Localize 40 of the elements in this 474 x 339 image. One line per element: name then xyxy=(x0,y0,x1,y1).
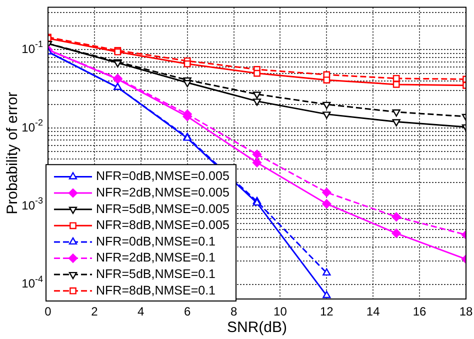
point xyxy=(254,70,260,77)
x-tick-label: 2 xyxy=(91,304,98,318)
legend-label: NFR=2dB,NMSE=0.005 xyxy=(96,186,230,200)
x-tick-label: 6 xyxy=(184,304,191,318)
point xyxy=(322,112,331,119)
x-tick-label: 12 xyxy=(320,304,334,318)
point xyxy=(252,92,262,99)
point xyxy=(392,81,400,88)
point xyxy=(322,199,332,208)
point xyxy=(252,98,262,106)
point xyxy=(392,212,401,222)
x-tick-label: 0 xyxy=(44,304,52,318)
point xyxy=(322,188,332,197)
x-tick-label: 8 xyxy=(230,304,238,318)
legend-label: NFR=8dB,NMSE=0.005 xyxy=(96,218,230,232)
point xyxy=(392,109,400,117)
x-tick-label: 18 xyxy=(459,304,473,318)
point xyxy=(392,74,400,82)
point xyxy=(322,102,331,110)
legend-label: NFR=5dB,NMSE=0.005 xyxy=(96,202,230,216)
legend-label: NFR=8dB,NMSE=0.1 xyxy=(96,283,216,298)
x-tick-label: 4 xyxy=(138,304,145,318)
point xyxy=(183,80,192,88)
y-axis-title: Probability of error xyxy=(4,92,22,214)
point xyxy=(323,76,330,84)
legend-label: NFR=2dB,NMSE=0.1 xyxy=(96,250,216,265)
legend-label: NFR=0dB,NMSE=0.1 xyxy=(96,234,216,248)
legend-label: NFR=5dB,NMSE=0.1 xyxy=(96,267,216,282)
point xyxy=(252,150,262,159)
point xyxy=(252,158,262,168)
x-tick-label: 16 xyxy=(412,304,427,318)
point xyxy=(322,268,331,276)
point xyxy=(392,228,401,238)
point xyxy=(392,119,400,126)
point xyxy=(322,290,331,298)
x-tick-label: 10 xyxy=(274,304,288,318)
x-tick-label: 14 xyxy=(366,304,380,318)
x-axis-title: SNR(dB) xyxy=(226,319,288,336)
legend-label: NFR=0dB,NMSE=0.005 xyxy=(96,169,230,184)
point xyxy=(184,60,191,68)
